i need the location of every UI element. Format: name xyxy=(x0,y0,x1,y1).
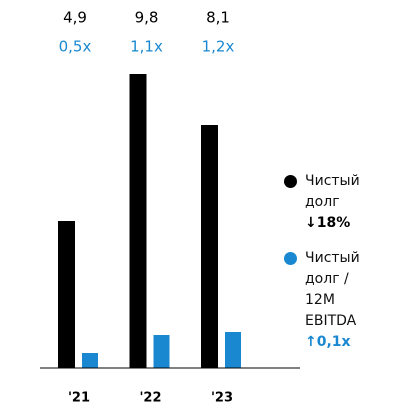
value-label: 8,1 xyxy=(206,9,230,27)
value-label: 0,5x xyxy=(59,38,92,56)
legend-label: Чистый долг xyxy=(305,173,360,210)
legend-change: ↓18% xyxy=(305,215,351,231)
value-label: 9,8 xyxy=(135,9,159,27)
bar xyxy=(82,353,98,368)
bar xyxy=(225,332,241,368)
value-label: 1,2x xyxy=(202,38,235,56)
legend-marker xyxy=(284,252,297,265)
legend-marker xyxy=(284,175,297,188)
bar xyxy=(201,125,218,368)
legend-change: ↑0,1x xyxy=(305,334,351,350)
legend-item: Чистый долг / 12M EBITDA ↑0,1x xyxy=(284,248,380,353)
x-tick-label: '21 xyxy=(68,391,90,406)
value-label: 4,9 xyxy=(63,9,87,27)
legend-item: Чистый долг ↓18% xyxy=(284,171,380,234)
bar xyxy=(58,221,75,368)
legend-label: Чистый долг / 12M EBITDA xyxy=(305,250,360,329)
value-label: 1,1x xyxy=(130,38,163,56)
x-tick-label: '22 xyxy=(139,391,161,406)
bar xyxy=(129,74,147,368)
bar xyxy=(153,335,170,368)
x-tick-label: '23 xyxy=(211,391,233,406)
